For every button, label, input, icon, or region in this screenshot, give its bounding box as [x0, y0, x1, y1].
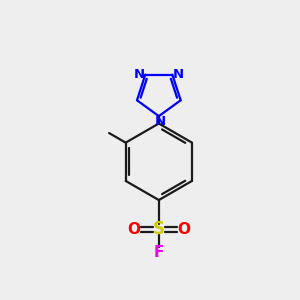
Text: S: S [153, 220, 165, 238]
Text: N: N [133, 68, 144, 81]
Text: F: F [154, 245, 164, 260]
Text: N: N [155, 115, 166, 128]
Text: N: N [173, 68, 184, 81]
Text: O: O [128, 222, 141, 237]
Text: O: O [177, 222, 190, 237]
